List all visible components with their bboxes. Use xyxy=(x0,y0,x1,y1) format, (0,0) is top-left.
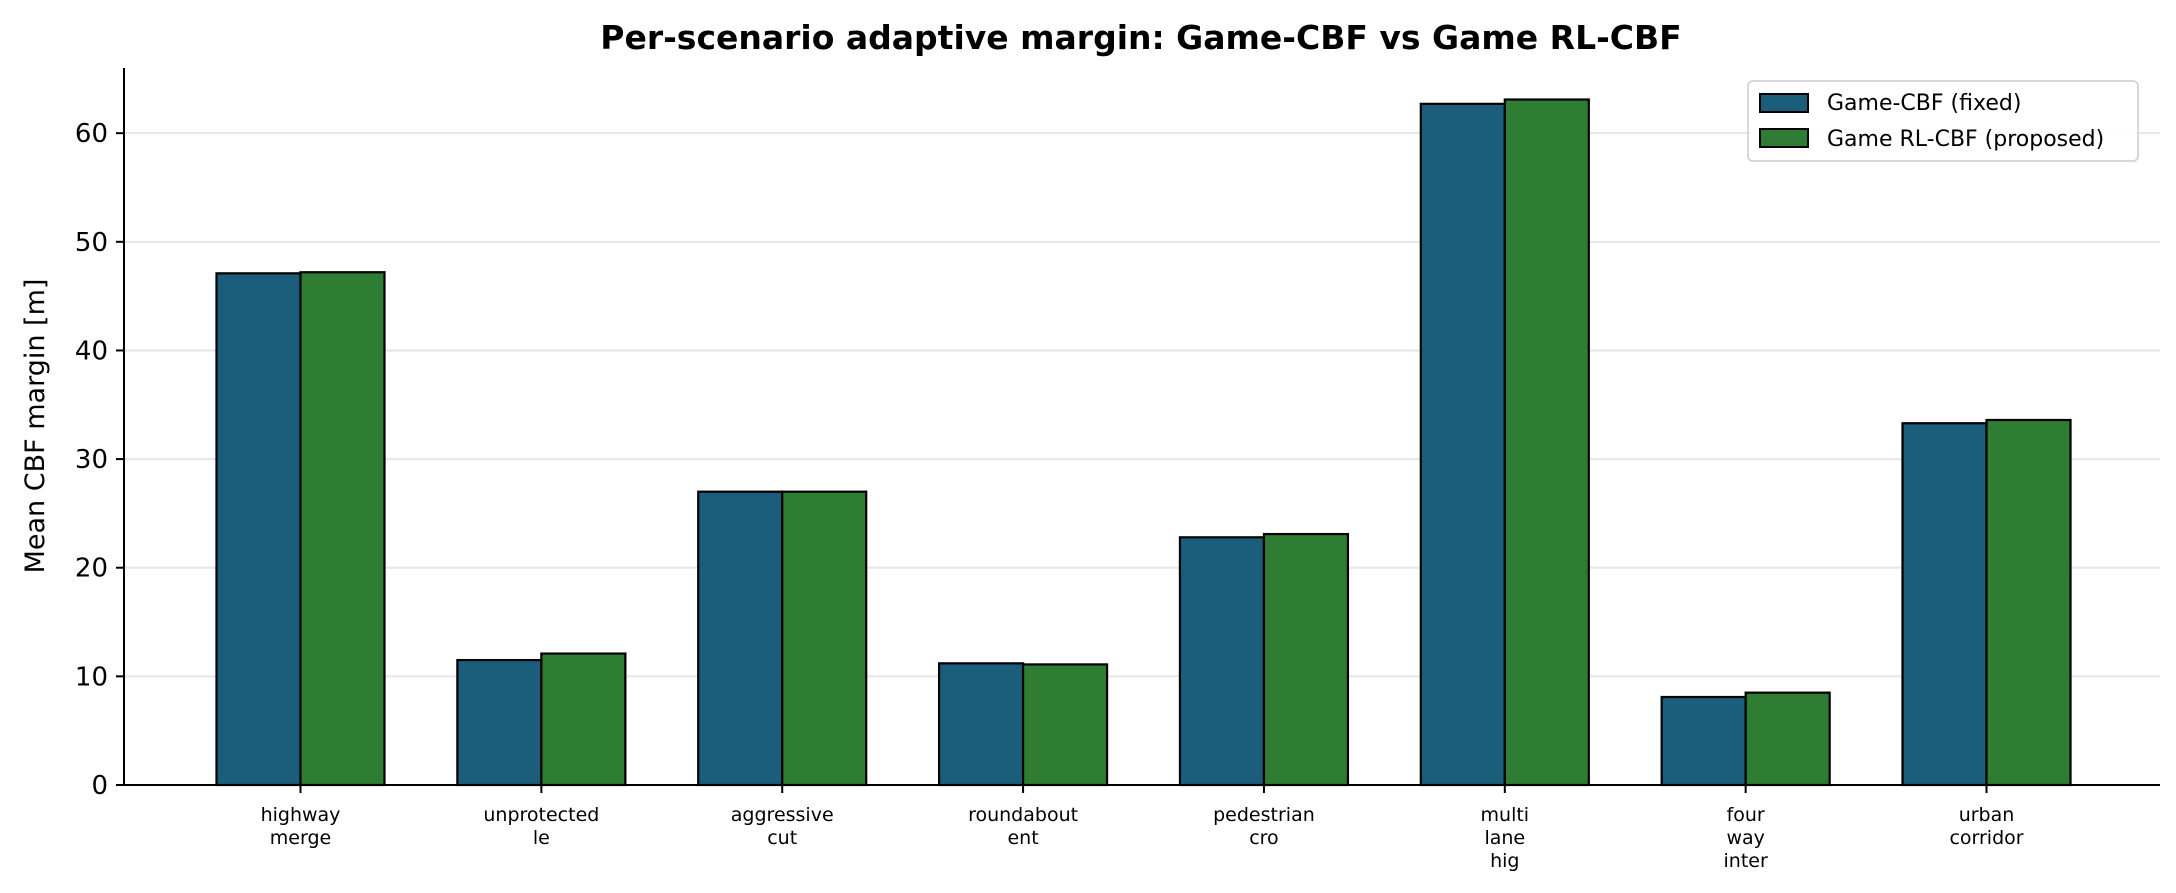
legend-swatch-proposed xyxy=(1759,128,1809,148)
x-tick-label: multi lane hig xyxy=(1481,804,1530,872)
x-tick-label-line: le xyxy=(533,827,550,849)
x-ticks: highway merge unprotected le aggressive cut ro… xyxy=(261,785,2024,872)
y-axis-label: Mean CBF margin [m] xyxy=(20,279,51,574)
x-tick-label-line: urban xyxy=(1959,804,2015,826)
bar-fixed xyxy=(1419,102,1506,787)
bar-proposed xyxy=(1744,691,1831,787)
bar-fixed xyxy=(456,658,543,787)
x-tick-label: roundabout ent xyxy=(968,804,1078,849)
y-tick-label: 40 xyxy=(75,336,108,366)
x-tick-label: urban corridor xyxy=(1949,804,2023,849)
bar-fixed xyxy=(1178,536,1266,787)
x-tick-label: aggressive cut xyxy=(731,804,834,849)
legend: Game-CBF (fixed) Game RL-CBF (proposed) xyxy=(1747,80,2139,162)
x-tick-label-line: pedestrian xyxy=(1213,804,1315,826)
y-tick-label: 20 xyxy=(75,554,108,584)
x-tick-label: pedestrian cro xyxy=(1213,804,1315,849)
x-tick-label-line: cut xyxy=(767,827,797,849)
x-tick-label-line: aggressive xyxy=(731,804,834,826)
bar-proposed xyxy=(299,271,386,787)
chart-title: Per-scenario adaptive margin: Game-CBF v… xyxy=(600,18,1681,57)
x-tick-label: four way inter xyxy=(1724,804,1768,872)
bar-proposed xyxy=(781,490,868,787)
x-tick-label: unprotected le xyxy=(483,804,599,849)
x-tick-label-line: cro xyxy=(1249,827,1278,849)
bar-proposed xyxy=(540,652,627,787)
x-tick-label-line: way xyxy=(1726,827,1764,849)
x-tick-label-line: roundabout xyxy=(968,804,1078,826)
x-tick-label-line: lane xyxy=(1484,827,1525,849)
x-tick-label-line: corridor xyxy=(1949,827,2023,849)
bar-fixed xyxy=(937,662,1025,787)
bar-proposed xyxy=(1985,418,2072,787)
axes xyxy=(123,68,2160,786)
gridlines xyxy=(124,132,2160,678)
x-tick-label-line: hig xyxy=(1490,850,1519,872)
y-tick-label: 10 xyxy=(75,662,108,692)
x-tick-label-line: merge xyxy=(270,827,331,849)
legend-label-fixed: Game-CBF (fixed) xyxy=(1827,91,2021,116)
bar-proposed xyxy=(1503,98,1590,787)
x-tick-label: highway merge xyxy=(261,804,341,849)
y-tick-label: 0 xyxy=(91,771,108,801)
y-tick-label: 50 xyxy=(75,228,108,258)
y-ticks: 0 10 20 30 40 50 60 xyxy=(75,119,124,801)
legend-frame xyxy=(1747,80,2139,162)
y-tick-label: 30 xyxy=(75,445,108,475)
x-tick-label-line: unprotected xyxy=(483,804,599,826)
bar-fixed xyxy=(697,490,784,787)
bar-fixed xyxy=(215,272,302,787)
legend-swatch-fixed xyxy=(1759,93,1809,113)
legend-label-proposed: Game RL-CBF (proposed) xyxy=(1827,127,2104,152)
bar-proposed xyxy=(1262,532,1350,787)
x-tick-label-line: four xyxy=(1727,804,1765,826)
bar-proposed xyxy=(1021,663,1109,787)
x-tick-label-line: multi xyxy=(1481,804,1530,826)
x-tick-label-line: inter xyxy=(1724,850,1768,872)
bars xyxy=(215,98,2072,787)
x-tick-label-line: ent xyxy=(1007,827,1038,849)
y-tick-label: 60 xyxy=(75,119,108,149)
bar-fixed xyxy=(1901,422,1988,787)
bar-fixed xyxy=(1660,695,1747,787)
x-tick-label-line: highway xyxy=(261,804,341,826)
